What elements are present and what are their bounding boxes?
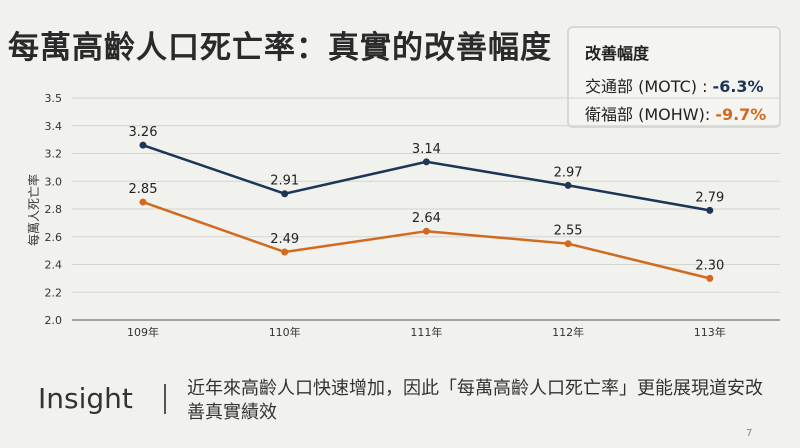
y-tick-label: 3.5 xyxy=(45,92,63,105)
y-tick-label: 2.4 xyxy=(45,259,63,272)
x-tick-label: 113年 xyxy=(694,325,726,339)
motc-row: 交通部 (MOTC) : -6.3% xyxy=(585,73,764,97)
insight-divider xyxy=(164,384,166,414)
x-tick-label: 109年 xyxy=(127,325,159,339)
y-tick-label: 2.2 xyxy=(45,286,63,299)
data-point xyxy=(281,248,289,256)
x-tick-label: 110年 xyxy=(269,325,301,339)
data-point xyxy=(139,141,147,149)
data-point xyxy=(139,198,147,206)
data-label: 3.14 xyxy=(412,142,441,157)
data-label: 2.79 xyxy=(695,190,724,205)
data-point xyxy=(281,190,289,198)
data-label: 2.49 xyxy=(270,232,299,247)
y-tick-label: 2.6 xyxy=(45,231,63,244)
data-point xyxy=(422,158,430,166)
y-tick-label: 3.2 xyxy=(45,148,63,161)
data-label: 2.55 xyxy=(554,224,583,239)
data-point xyxy=(422,227,430,235)
improvement-box: 改善幅度 交通部 (MOTC) : -6.3% 衛福部 (MOHW): -9.7… xyxy=(567,26,781,128)
slide-title: 每萬高齡人口死亡率：真實的改善幅度 xyxy=(8,30,552,66)
data-point xyxy=(706,206,714,214)
motc-value: -6.3% xyxy=(712,77,764,96)
page-number: 7 xyxy=(746,428,753,439)
data-label: 2.64 xyxy=(412,211,441,226)
y-tick-label: 2.8 xyxy=(45,203,63,216)
data-point xyxy=(564,240,572,248)
y-tick-label: 3.0 xyxy=(45,175,63,188)
x-tick-label: 112年 xyxy=(552,325,584,339)
x-tick-label: 111年 xyxy=(410,325,442,339)
insight-text: 近年來高齡人口快速增加，因此「每萬高齡人口死亡率」更能展現道安改善真實績效 xyxy=(187,378,763,423)
insight-label: Insight xyxy=(38,382,133,415)
data-label: 2.91 xyxy=(270,174,299,189)
y-axis-label: 每萬人死亡率 xyxy=(26,174,41,246)
mohw-label: 衛福部 (MOHW): xyxy=(585,105,716,124)
data-point xyxy=(706,274,714,282)
y-tick-label: 2.0 xyxy=(45,314,63,327)
data-label: 2.85 xyxy=(129,182,158,197)
motc-label: 交通部 (MOTC) : xyxy=(585,77,713,96)
mohw-value: -9.7% xyxy=(715,105,767,124)
y-tick-label: 3.4 xyxy=(45,120,63,133)
data-point xyxy=(564,181,572,189)
mohw-row: 衛福部 (MOHW): -9.7% xyxy=(585,101,766,125)
data-label: 3.26 xyxy=(129,125,158,140)
data-label: 2.97 xyxy=(554,165,583,180)
improvement-heading: 改善幅度 xyxy=(585,44,650,63)
data-label: 2.30 xyxy=(695,258,724,273)
